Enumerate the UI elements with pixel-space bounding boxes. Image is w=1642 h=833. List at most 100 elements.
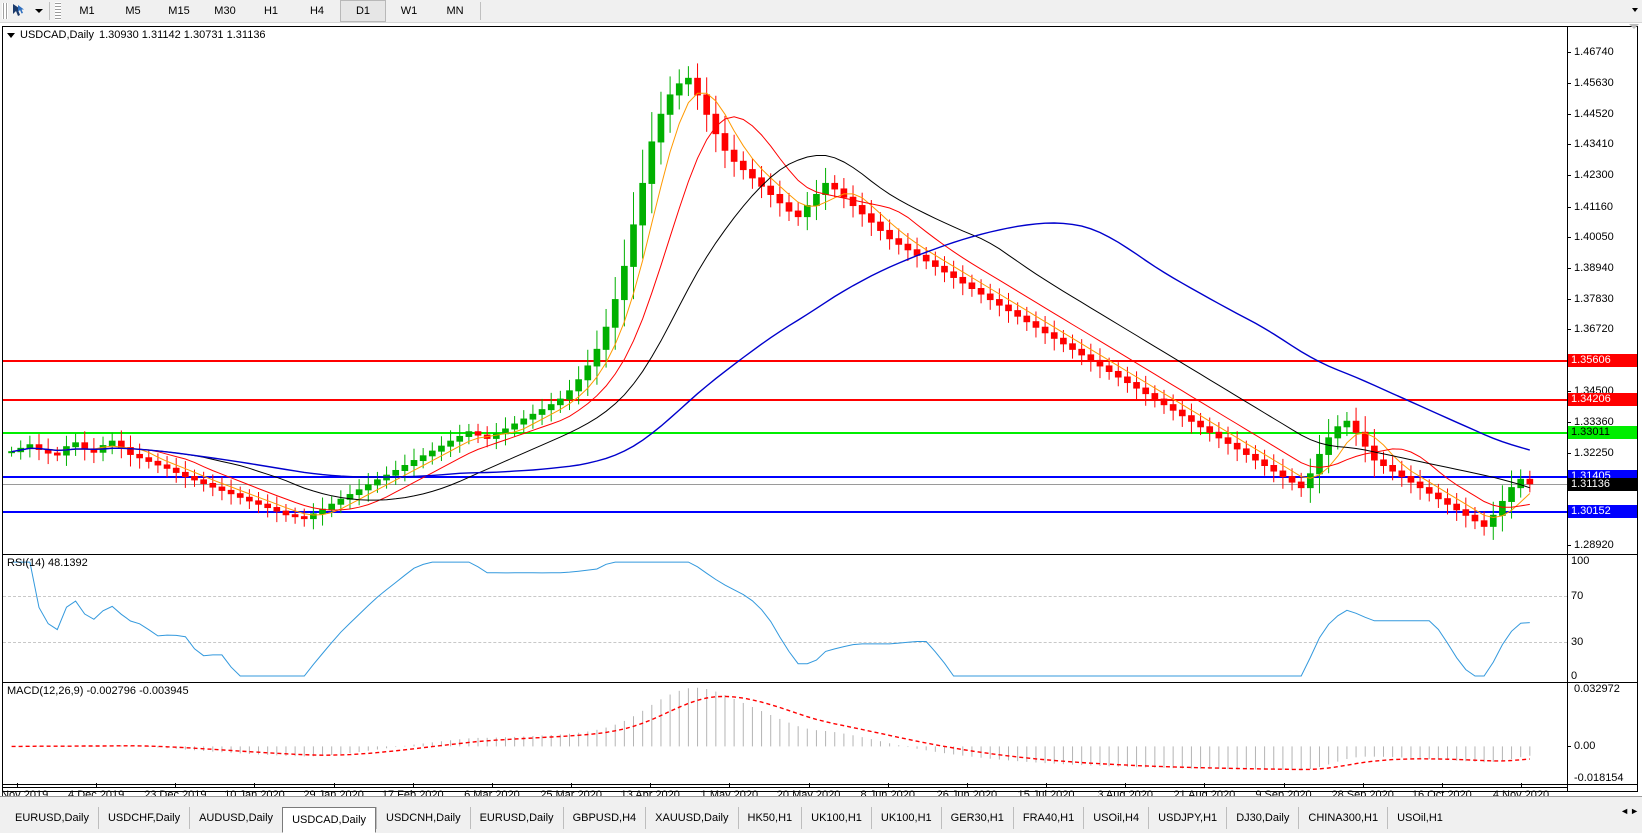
date-tick-mark bbox=[729, 783, 731, 787]
chart-tab[interactable]: USOil,H4 bbox=[1083, 807, 1148, 829]
tab-scroll-arrows[interactable]: ◄ ► bbox=[1618, 793, 1642, 833]
price-label-resistance[interactable]: 1.35606 bbox=[1568, 354, 1637, 368]
horizontal-level-line[interactable] bbox=[3, 476, 1567, 479]
price-tick: 1.42300 bbox=[1567, 170, 1614, 181]
macd-pane[interactable] bbox=[3, 683, 1567, 784]
chart-header: USDCAD,Daily 1.30930 1.31142 1.30731 1.3… bbox=[7, 29, 266, 41]
triangle-down-icon[interactable] bbox=[7, 32, 15, 38]
price-tick-label: 1.41160 bbox=[1574, 200, 1613, 213]
toolbar-overflow-icon[interactable] bbox=[1628, 1, 1642, 21]
rsi-pane[interactable] bbox=[3, 555, 1567, 682]
price-tick-mark bbox=[1567, 329, 1571, 331]
price-tick-mark bbox=[1567, 206, 1571, 208]
chart-tab[interactable]: DJ30,Daily bbox=[1226, 807, 1298, 829]
macd-indicator-title: MACD(12,26,9) -0.002796 -0.003945 bbox=[7, 685, 189, 697]
chart-tab[interactable]: UK100,H1 bbox=[801, 807, 871, 829]
chevron-left-icon[interactable]: ◄ bbox=[1620, 805, 1630, 816]
horizontal-level-line[interactable] bbox=[3, 432, 1567, 434]
horizontal-level-line[interactable] bbox=[3, 511, 1567, 514]
chart-tab[interactable]: USDJPY,H1 bbox=[1148, 807, 1226, 829]
price-tick-mark bbox=[1567, 83, 1571, 85]
chart-window[interactable]: USDCAD,Daily 1.30930 1.31142 1.30731 1.3… bbox=[0, 24, 1639, 801]
chart-tab[interactable]: CHINA300,H1 bbox=[1298, 807, 1387, 829]
date-tick-mark bbox=[1362, 783, 1364, 787]
horizontal-level-line[interactable] bbox=[3, 483, 1567, 485]
price-pane[interactable] bbox=[3, 41, 1567, 554]
price-tick-mark bbox=[1567, 545, 1571, 547]
rsi-tick-label: 30 bbox=[1571, 635, 1584, 648]
rsi-line-series bbox=[11, 561, 1530, 677]
price-tick: 1.46740 bbox=[1567, 47, 1614, 58]
price-tick: 1.32250 bbox=[1567, 448, 1614, 459]
timeframe-button-m5[interactable]: M5 bbox=[125, 5, 141, 17]
chart-tab[interactable]: USDCHF,Daily bbox=[97, 807, 189, 829]
macd-tick-label: 0.032972 bbox=[1574, 683, 1620, 695]
chevron-right-icon[interactable]: ► bbox=[1630, 805, 1639, 816]
rsi-tick: 100 bbox=[1567, 556, 1589, 567]
price-scale-axis bbox=[1567, 27, 1568, 791]
price-label-support[interactable]: 1.30152 bbox=[1568, 505, 1637, 519]
timeframe-group-handle[interactable] bbox=[55, 2, 61, 20]
timeframe-button-h1[interactable]: H1 bbox=[263, 5, 279, 17]
chart-tab[interactable]: HK50,H1 bbox=[737, 807, 802, 829]
macd-series bbox=[11, 687, 1531, 771]
timeframe-button-w1[interactable]: W1 bbox=[400, 5, 418, 17]
rsi-tick-label: 100 bbox=[1571, 555, 1590, 567]
price-tick-label: 1.32250 bbox=[1574, 447, 1614, 460]
price-scale[interactable]: 1.46740 1.45630 1.44520 1.43410 1.42300 1.411… bbox=[1567, 27, 1637, 791]
timeframe-button-m1[interactable]: M1 bbox=[79, 5, 95, 17]
price-label-pivot[interactable]: 1.33011 bbox=[1568, 426, 1637, 439]
toolbar-drag-handle[interactable] bbox=[2, 3, 8, 19]
crosshair-cursor-icon[interactable] bbox=[8, 1, 32, 21]
date-tick-mark bbox=[491, 783, 493, 787]
chart-tab[interactable]: EURUSD,Daily bbox=[469, 807, 563, 829]
price-tick-mark bbox=[1567, 52, 1571, 54]
price-tick-mark bbox=[1567, 268, 1571, 270]
chart-symbol-label: USDCAD,Daily bbox=[20, 29, 94, 41]
candlestick-series bbox=[8, 63, 1534, 540]
timeframe-button-m15[interactable]: M15 bbox=[168, 5, 190, 17]
price-tick: 1.45630 bbox=[1567, 78, 1614, 89]
price-tick-label: 1.34500 bbox=[1574, 384, 1614, 397]
chart-tab[interactable]: GBPUSD,H4 bbox=[562, 807, 646, 829]
price-tick-label: 1.43410 bbox=[1574, 138, 1614, 151]
chart-tab[interactable]: EURUSD,Daily bbox=[15, 812, 89, 824]
price-tick-label: 1.37830 bbox=[1574, 292, 1614, 305]
price-tick-mark bbox=[1567, 422, 1571, 424]
price-tick: 1.36720 bbox=[1567, 324, 1614, 335]
price-tick-mark bbox=[1567, 175, 1571, 177]
macd-tick-mark bbox=[1567, 778, 1571, 779]
price-tick: 1.41160 bbox=[1567, 200, 1613, 213]
price-label-current-price[interactable]: 1.31136 bbox=[1568, 477, 1637, 491]
timeframe-button-d1[interactable]: D1 bbox=[340, 0, 386, 22]
date-tick-mark bbox=[1283, 783, 1285, 787]
chart-tab[interactable]: USOil,H1 bbox=[1387, 807, 1452, 829]
price-tick-label: 1.44520 bbox=[1574, 107, 1614, 120]
price-label-resistance[interactable]: 1.34206 bbox=[1568, 392, 1637, 406]
timeframe-button-mn[interactable]: MN bbox=[446, 5, 464, 17]
timeframe-button-h4[interactable]: H4 bbox=[309, 5, 325, 17]
chart-tab[interactable]: FRA40,H1 bbox=[1012, 807, 1083, 829]
chart-tab[interactable]: USDCNH,Daily bbox=[376, 807, 470, 829]
chart-tab-active[interactable]: USDCAD,Daily bbox=[282, 807, 377, 833]
date-tick-mark bbox=[1441, 783, 1443, 787]
rsi-tick-label: 70 bbox=[1571, 589, 1584, 602]
chart-tab[interactable]: GER30,H1 bbox=[940, 807, 1013, 829]
price-tick-mark bbox=[1567, 144, 1571, 146]
chart-tab[interactable]: AUDUSD,Daily bbox=[189, 807, 282, 829]
horizontal-level-line[interactable] bbox=[3, 398, 1567, 401]
price-tick-label: 1.45630 bbox=[1574, 77, 1614, 90]
chevron-down-icon[interactable] bbox=[32, 1, 45, 21]
rsi-tick: 30 bbox=[1567, 635, 1584, 648]
horizontal-level-line[interactable] bbox=[3, 360, 1567, 363]
toolbar-divider-end bbox=[480, 2, 481, 20]
rsi-indicator-title: RSI(14) 48.1392 bbox=[7, 557, 88, 569]
macd-tick-mark bbox=[1567, 746, 1571, 748]
chart-tab[interactable]: UK100,H1 bbox=[870, 807, 941, 829]
chart-tab[interactable]: XAUUSD,Daily bbox=[645, 807, 737, 829]
timeframe-button-m30[interactable]: M30 bbox=[214, 5, 236, 17]
rsi-level-line bbox=[3, 595, 1567, 597]
price-tick: 1.28920 bbox=[1567, 540, 1614, 551]
price-tick: 1.44520 bbox=[1567, 107, 1614, 120]
